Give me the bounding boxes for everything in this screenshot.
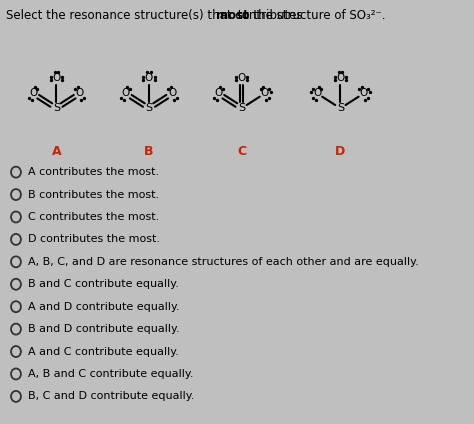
Text: S: S <box>337 103 344 113</box>
Text: O: O <box>168 88 176 98</box>
Text: most: most <box>216 9 249 22</box>
Text: A and C contribute equally.: A and C contribute equally. <box>27 346 179 357</box>
Text: B and C contribute equally.: B and C contribute equally. <box>27 279 179 289</box>
Text: D contributes the most.: D contributes the most. <box>27 234 160 244</box>
Text: D: D <box>335 145 346 158</box>
Text: B: B <box>144 145 154 158</box>
Text: Select the resonance structure(s) that contributes: Select the resonance structure(s) that c… <box>6 9 306 22</box>
Text: O: O <box>336 73 345 84</box>
Text: B and D contribute equally.: B and D contribute equally. <box>27 324 179 334</box>
Text: A contributes the most.: A contributes the most. <box>27 167 159 177</box>
Text: A: A <box>52 145 61 158</box>
Text: to the structure of SO₃²⁻.: to the structure of SO₃²⁻. <box>234 9 386 22</box>
Text: O: O <box>261 88 269 98</box>
Text: A, B and C contribute equally.: A, B and C contribute equally. <box>27 369 193 379</box>
Text: S: S <box>53 103 60 113</box>
Text: O: O <box>313 88 321 98</box>
Text: C contributes the most.: C contributes the most. <box>27 212 159 222</box>
Text: A and D contribute equally.: A and D contribute equally. <box>27 302 179 312</box>
Text: A, B, C, and D are resonance structures of each other and are equally.: A, B, C, and D are resonance structures … <box>27 257 419 267</box>
Text: O: O <box>237 73 246 84</box>
Text: O: O <box>121 88 130 98</box>
Text: O: O <box>360 88 368 98</box>
Text: O: O <box>52 73 61 84</box>
Text: C: C <box>237 145 246 158</box>
Text: B contributes the most.: B contributes the most. <box>27 190 159 200</box>
Text: B, C and D contribute equally.: B, C and D contribute equally. <box>27 391 194 402</box>
Text: O: O <box>29 88 37 98</box>
Text: O: O <box>214 88 222 98</box>
Text: S: S <box>238 103 245 113</box>
Text: O: O <box>76 88 84 98</box>
Text: S: S <box>146 103 153 113</box>
Text: O: O <box>145 73 153 84</box>
